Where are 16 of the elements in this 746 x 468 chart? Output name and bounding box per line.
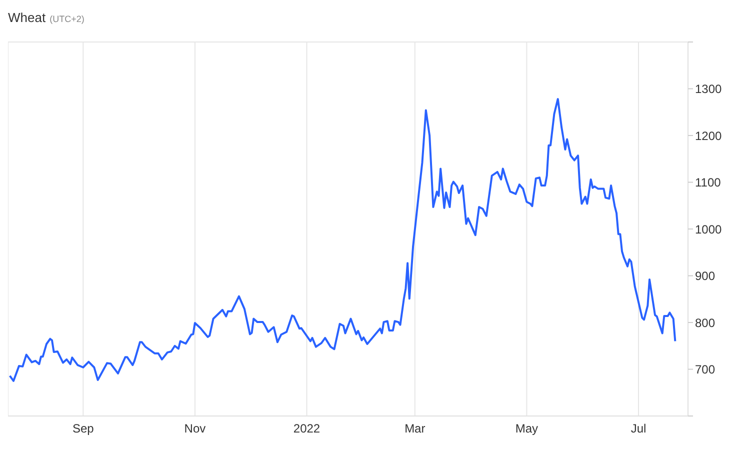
chart-subtitle: (UTC+2): [50, 14, 84, 24]
chart-title: Wheat: [8, 10, 46, 25]
y-tick-label: 1200: [695, 128, 722, 143]
x-tick-label: Jul: [630, 422, 646, 436]
y-tick-label: 900: [695, 269, 716, 284]
y-tick-label: 800: [695, 316, 716, 330]
y-tick-label: 1100: [695, 176, 722, 190]
y-tick-label: 700: [695, 362, 716, 377]
y-tick-label: 1300: [695, 82, 722, 96]
x-tick-label: May: [515, 422, 538, 436]
line-series: [8, 98, 676, 382]
x-tick-label: Mar: [404, 422, 426, 436]
x-tick-label: Nov: [184, 422, 206, 436]
x-tick-label: Sep: [72, 422, 94, 436]
y-tick-label: 1000: [695, 222, 722, 236]
x-tick-label: 2022: [293, 422, 320, 436]
